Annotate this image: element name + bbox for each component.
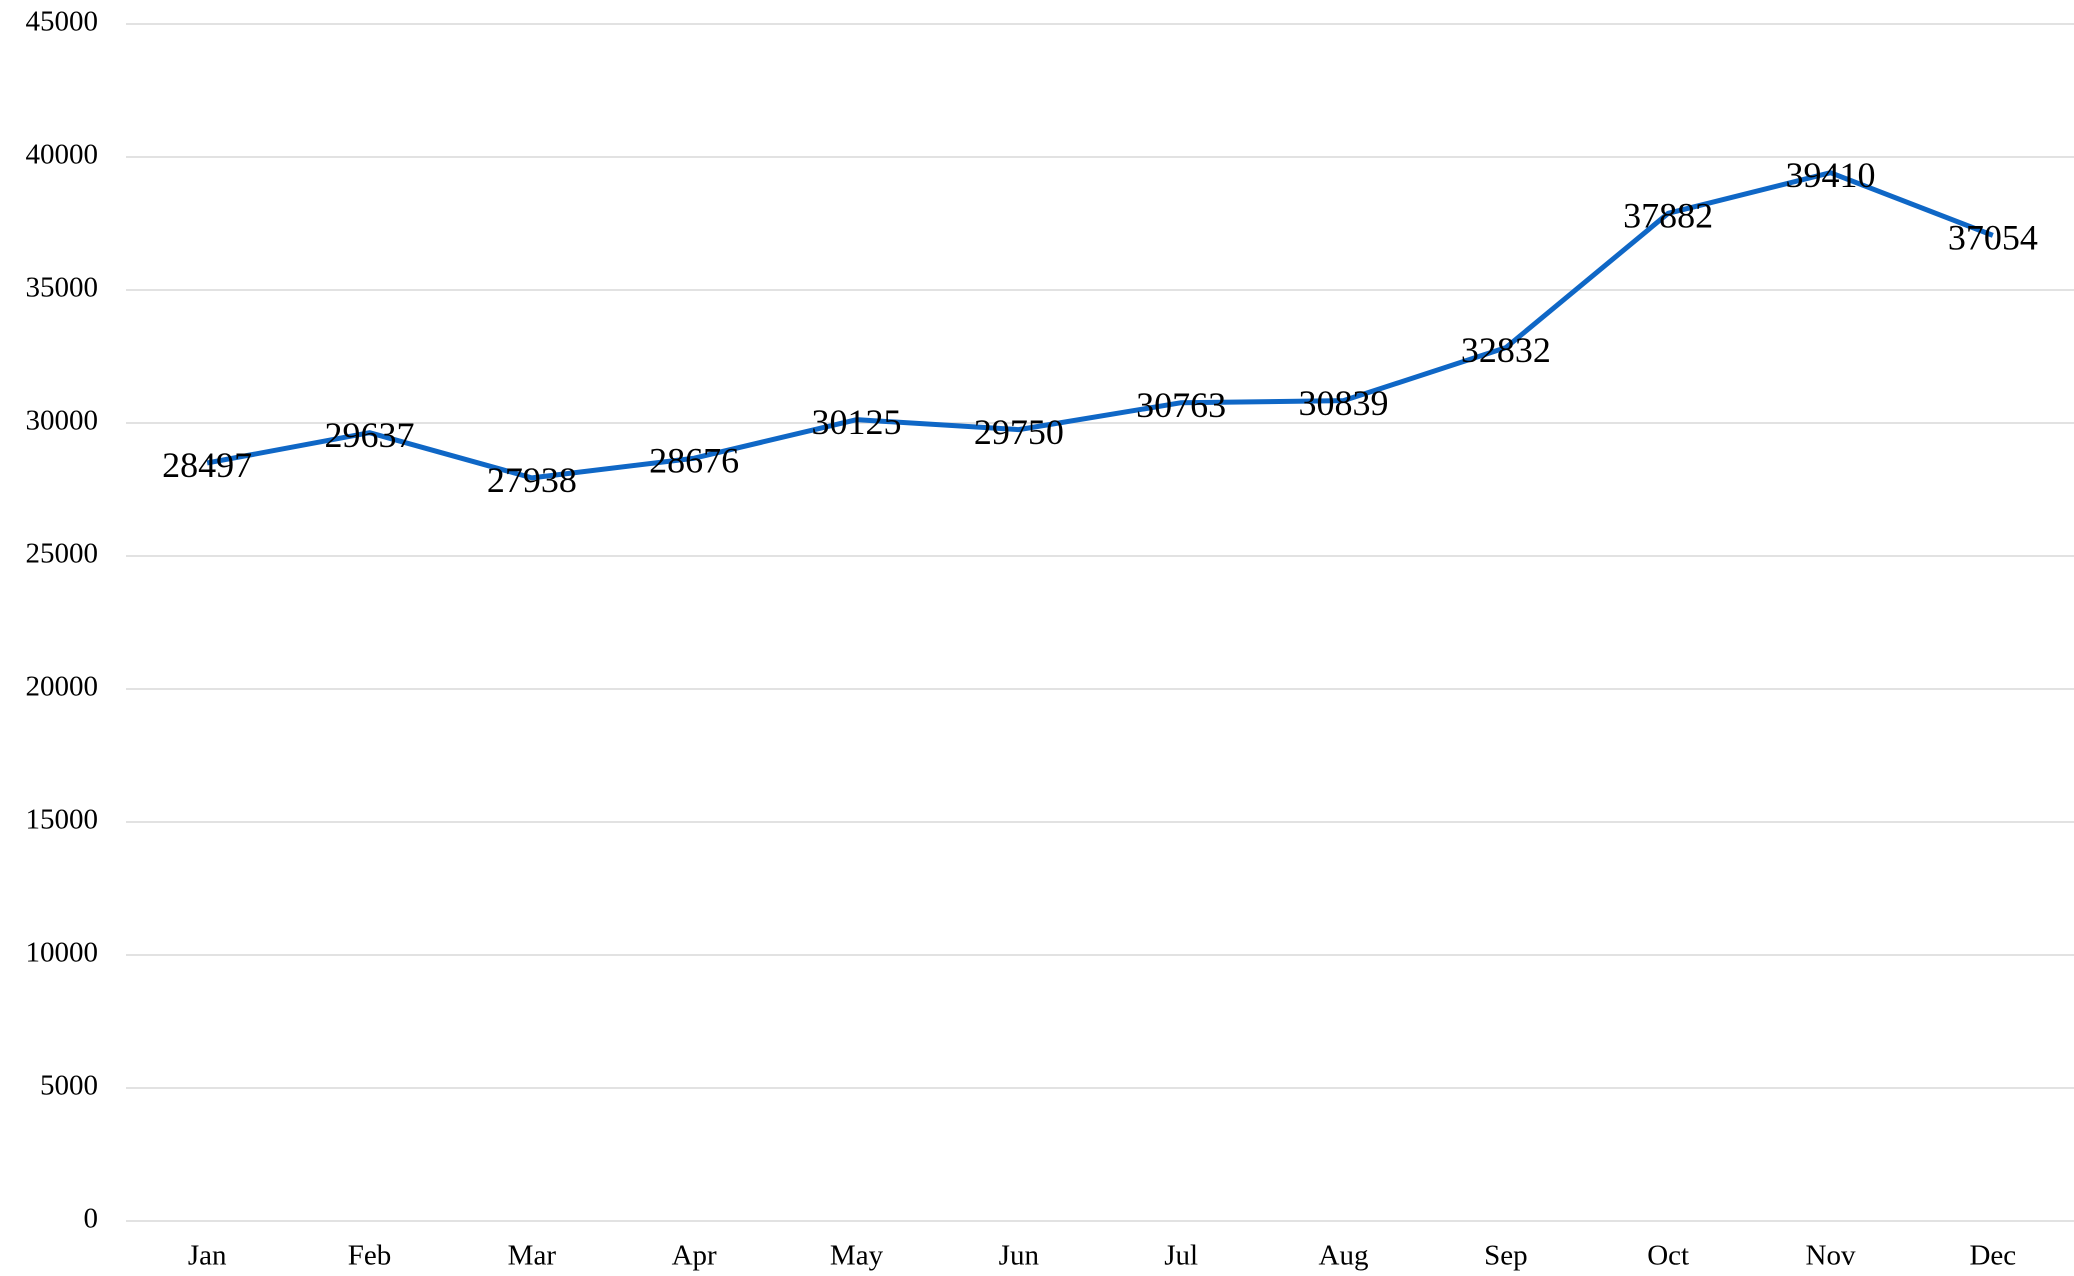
x-tick-label: Dec	[1969, 1240, 2016, 1272]
data-label: 30125	[812, 402, 902, 442]
data-label: 29750	[974, 412, 1064, 452]
data-label: 32832	[1461, 330, 1551, 370]
x-tick-label: Jun	[999, 1240, 1040, 1272]
x-tick-label: Aug	[1319, 1240, 1369, 1272]
x-tick-label: Jan	[188, 1240, 227, 1272]
data-label: 29637	[325, 415, 415, 455]
data-label: 30839	[1299, 383, 1389, 423]
x-tick-label: May	[830, 1240, 884, 1272]
y-tick-label: 40000	[26, 139, 99, 171]
y-tick-label: 45000	[26, 6, 99, 38]
y-tick-label: 0	[84, 1203, 99, 1235]
data-label: 30763	[1136, 385, 1226, 425]
x-tick-label: Jul	[1164, 1240, 1198, 1272]
data-label: 27938	[487, 460, 577, 500]
data-label: 28676	[649, 440, 739, 480]
data-label: 37054	[1948, 218, 2038, 258]
y-tick-label: 10000	[26, 937, 99, 969]
y-tick-label: 30000	[26, 405, 99, 437]
y-tick-label: 5000	[40, 1070, 98, 1102]
y-tick-label: 20000	[26, 671, 99, 703]
x-tick-label: Sep	[1484, 1240, 1528, 1272]
line	[206, 170, 1994, 481]
y-tick-label: 15000	[26, 804, 99, 836]
data-label: 37882	[1623, 196, 1713, 236]
x-tick-label: Feb	[348, 1240, 392, 1272]
data-label: 28497	[162, 445, 252, 485]
x-tick-label: Mar	[508, 1240, 557, 1272]
x-tick-label: Nov	[1806, 1240, 1856, 1272]
x-tick-label: Apr	[672, 1240, 717, 1272]
y-tick-label: 25000	[26, 538, 99, 570]
y-tick-label: 35000	[26, 272, 99, 304]
data-label: 39410	[1786, 155, 1876, 195]
x-tick-label: Oct	[1647, 1240, 1689, 1272]
